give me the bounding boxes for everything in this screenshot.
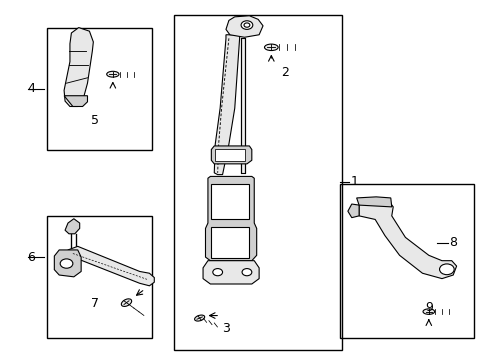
Circle shape <box>212 269 222 276</box>
Polygon shape <box>68 246 154 286</box>
Text: 9: 9 <box>424 301 432 314</box>
Polygon shape <box>356 197 391 207</box>
Bar <box>47 28 152 149</box>
Circle shape <box>241 21 252 30</box>
Polygon shape <box>358 198 456 279</box>
Polygon shape <box>65 219 80 234</box>
Text: 8: 8 <box>448 236 456 249</box>
Bar <box>339 184 473 338</box>
Circle shape <box>60 259 73 268</box>
Bar <box>211 226 249 258</box>
Text: 7: 7 <box>91 297 99 310</box>
Polygon shape <box>240 39 245 173</box>
Ellipse shape <box>121 299 131 306</box>
Text: 4: 4 <box>27 82 35 95</box>
Polygon shape <box>54 250 81 277</box>
Text: 2: 2 <box>281 66 288 79</box>
Ellipse shape <box>422 309 434 314</box>
Polygon shape <box>64 28 93 107</box>
Circle shape <box>439 264 453 275</box>
Polygon shape <box>205 176 256 261</box>
Polygon shape <box>214 35 239 175</box>
Polygon shape <box>225 16 263 37</box>
Bar <box>173 15 341 350</box>
Circle shape <box>242 269 251 276</box>
Polygon shape <box>64 96 87 107</box>
Text: 6: 6 <box>27 251 35 264</box>
Ellipse shape <box>106 71 119 77</box>
Polygon shape <box>203 261 259 284</box>
Text: 5: 5 <box>91 114 99 127</box>
Ellipse shape <box>194 315 204 321</box>
Bar <box>215 149 245 161</box>
Polygon shape <box>347 204 358 218</box>
Polygon shape <box>211 146 251 164</box>
Bar <box>47 216 152 338</box>
Text: 1: 1 <box>350 175 358 188</box>
Bar <box>211 184 249 220</box>
Ellipse shape <box>264 44 278 50</box>
Circle shape <box>244 23 249 27</box>
Text: 3: 3 <box>222 322 230 335</box>
